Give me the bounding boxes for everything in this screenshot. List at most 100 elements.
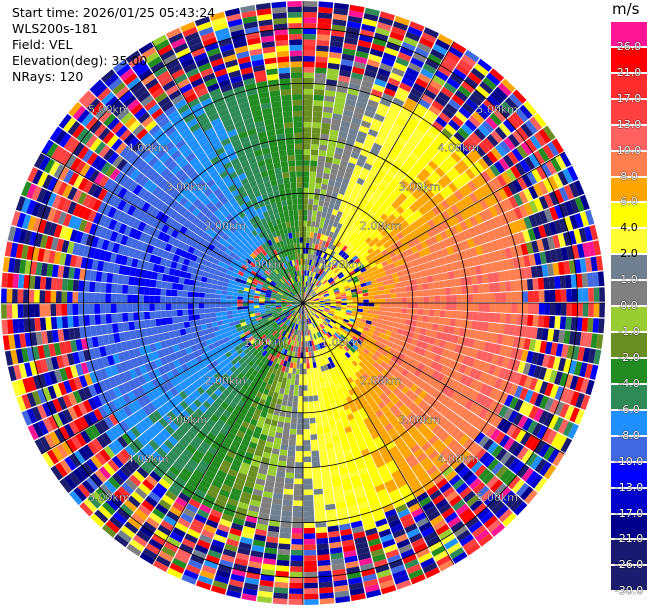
velocity-gate xyxy=(323,235,329,242)
velocity-gate xyxy=(358,345,366,352)
velocity-gate xyxy=(521,174,533,188)
velocity-gate xyxy=(568,260,576,274)
velocity-gate xyxy=(303,105,313,111)
velocity-gate xyxy=(330,305,336,308)
velocity-gate xyxy=(526,350,534,364)
velocity-gate xyxy=(473,502,487,516)
velocity-gate xyxy=(549,206,559,221)
velocity-gate xyxy=(508,440,520,454)
velocity-gate xyxy=(321,314,327,318)
velocity-gate xyxy=(324,90,336,97)
velocity-gate xyxy=(573,361,583,376)
velocity-gate xyxy=(413,346,421,354)
velocity-gate xyxy=(507,133,520,148)
velocity-gate xyxy=(404,141,416,152)
velocity-gate xyxy=(295,451,303,457)
velocity-gate xyxy=(434,70,449,82)
velocity-gate xyxy=(523,188,534,202)
velocity-gate xyxy=(289,428,297,435)
velocity-gate xyxy=(427,209,437,219)
velocity-gate xyxy=(311,292,316,297)
velocity-gate xyxy=(326,224,333,232)
velocity-gate xyxy=(315,182,322,189)
velocity-gate xyxy=(335,234,342,241)
velocity-gate xyxy=(293,495,303,501)
velocity-gate xyxy=(327,207,334,215)
velocity-gate xyxy=(303,259,306,265)
velocity-gate xyxy=(423,262,431,270)
velocity-gate xyxy=(463,410,474,422)
velocity-gate xyxy=(375,209,384,217)
velocity-gate xyxy=(381,249,389,256)
velocity-gate xyxy=(508,457,521,472)
velocity-gate xyxy=(570,317,578,331)
velocity-gate xyxy=(468,520,483,534)
velocity-gate xyxy=(486,94,501,109)
velocity-gate xyxy=(304,533,316,540)
velocity-gate xyxy=(361,226,369,234)
velocity-gate xyxy=(456,311,462,319)
velocity-gate xyxy=(376,277,383,283)
velocity-gate xyxy=(536,353,545,366)
velocity-gate xyxy=(452,416,463,427)
velocity-gate xyxy=(387,107,400,117)
velocity-gate xyxy=(409,325,416,333)
velocity-gate xyxy=(357,293,363,297)
velocity-gate xyxy=(474,63,489,77)
velocity-gate xyxy=(366,268,374,274)
velocity-gate xyxy=(450,458,463,470)
velocity-gate xyxy=(451,261,459,271)
velocity-gate xyxy=(342,280,349,285)
velocity-gate xyxy=(406,439,417,450)
velocity-gate xyxy=(463,229,472,240)
velocity-gate xyxy=(334,339,340,346)
velocity-gate xyxy=(412,147,424,158)
velocity-gate xyxy=(410,132,422,143)
velocity-gate xyxy=(351,231,358,239)
velocity-gate xyxy=(324,298,331,301)
velocity-gate xyxy=(516,446,529,461)
velocity-gate xyxy=(321,322,327,328)
velocity-gate xyxy=(551,138,564,154)
velocity-gate xyxy=(379,271,387,278)
velocity-gate xyxy=(450,135,462,147)
velocity-gate xyxy=(456,294,463,303)
velocity-gate xyxy=(432,389,442,400)
velocity-gate xyxy=(440,303,446,310)
velocity-gate xyxy=(316,45,329,52)
velocity-gate xyxy=(165,296,172,303)
velocity-gate xyxy=(419,328,427,336)
velocity-gate xyxy=(345,312,352,316)
velocity-gate xyxy=(311,265,315,272)
velocity-gate xyxy=(303,292,306,298)
velocity-gate xyxy=(373,113,385,123)
velocity-gate xyxy=(418,296,424,303)
velocity-gate xyxy=(303,187,309,194)
velocity-gate xyxy=(310,310,315,316)
velocity-gate xyxy=(449,278,456,287)
velocity-gate xyxy=(403,175,413,185)
velocity-gate xyxy=(458,327,466,337)
velocity-gate xyxy=(420,356,429,365)
velocity-gate xyxy=(299,374,303,380)
velocity-gate xyxy=(339,325,346,330)
velocity-gate xyxy=(520,486,534,501)
velocity-gate xyxy=(443,358,452,368)
velocity-gate xyxy=(525,326,533,339)
velocity-gate xyxy=(472,311,479,321)
velocity-gate xyxy=(530,455,543,470)
velocity-gate xyxy=(306,307,310,312)
velocity-gate xyxy=(380,405,390,414)
velocity-gate xyxy=(477,312,484,322)
velocity-gate xyxy=(455,212,465,223)
velocity-gate xyxy=(348,320,355,326)
velocity-gate xyxy=(395,312,402,319)
velocity-gate xyxy=(416,143,427,154)
velocity-gate xyxy=(308,298,314,301)
velocity-gate xyxy=(450,401,460,413)
velocity-gate xyxy=(464,248,473,259)
velocity-gate xyxy=(496,238,505,250)
velocity-gate xyxy=(439,482,452,494)
velocity-gate xyxy=(558,218,568,233)
velocity-gate xyxy=(445,217,455,228)
